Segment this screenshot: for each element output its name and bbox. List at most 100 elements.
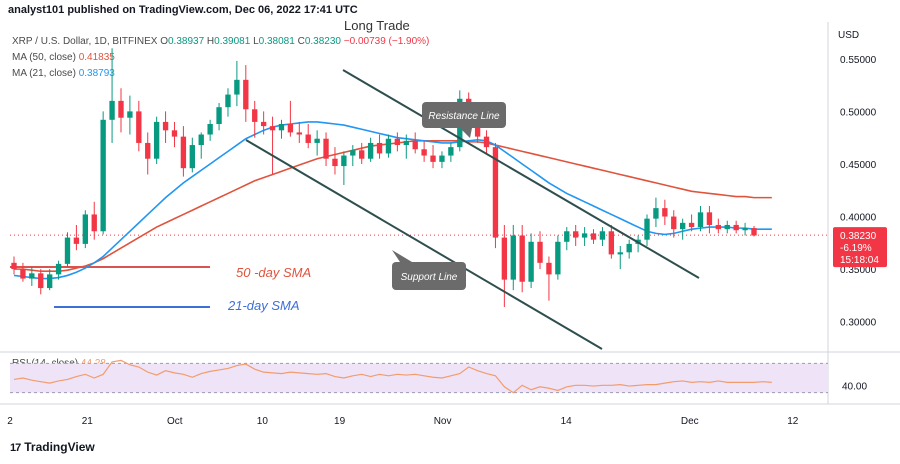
ma21-legend-value: 0.38793 — [78, 68, 115, 79]
candle-body — [697, 212, 704, 228]
candles — [11, 48, 757, 307]
candle-body — [350, 150, 356, 156]
candle-body — [751, 228, 757, 236]
candle-body — [359, 150, 365, 159]
candle-body — [323, 138, 329, 159]
price-tick-label: 0.45000 — [840, 160, 877, 171]
brand-label: TradingView — [24, 440, 95, 454]
ohlc-high: 0.39081 — [214, 36, 251, 47]
candle-body — [127, 111, 133, 118]
current-price-label: 0.38230 — [840, 231, 877, 242]
candle-body — [64, 237, 71, 264]
candle-body — [706, 212, 713, 225]
candle-body — [510, 235, 516, 280]
candle-body — [225, 94, 231, 108]
candle-body — [599, 231, 606, 240]
tv-logo-icon: 17 — [10, 442, 21, 454]
ohlc-o-prefix: O — [160, 36, 168, 47]
candle-body — [189, 145, 195, 169]
candle-body — [109, 100, 115, 120]
candle-body — [118, 100, 124, 118]
candle-body — [653, 208, 659, 219]
ma21-legend-label: MA (21, close) — [12, 68, 76, 79]
candle-body — [367, 142, 374, 159]
candle-body — [100, 119, 106, 232]
annotations: Resistance Line Support Line 50 -day SMA 21… — [227, 102, 506, 313]
candle-body — [287, 124, 294, 133]
candle-body — [555, 241, 561, 275]
support-callout-pointer — [392, 250, 412, 262]
candle-body — [573, 231, 579, 238]
time-tick-label: 21 — [82, 416, 94, 427]
time-tick-label: Nov — [434, 416, 452, 427]
candle-body — [153, 121, 160, 159]
sma-reference-lines — [10, 266, 210, 308]
candle-body — [439, 155, 445, 162]
ohlc-c-prefix: C — [297, 36, 305, 47]
candle-body — [136, 111, 142, 143]
candle-body — [430, 155, 436, 162]
time-tick-label: 10 — [257, 416, 269, 427]
candle-body — [412, 140, 418, 150]
candle-body — [55, 263, 62, 275]
ohlc-legend: XRP / U.S. Dollar, 1D, BITFINEX O0.38937… — [12, 36, 429, 47]
price-tick-label: 0.30000 — [840, 318, 877, 329]
candle-body — [171, 130, 178, 137]
candle-body — [671, 216, 677, 230]
candle-body — [662, 208, 668, 217]
candle-body — [38, 273, 44, 289]
candle-body — [537, 241, 543, 263]
ma21-legend[interactable]: MA (21, close) 0.38793 — [12, 68, 115, 79]
candle-body — [724, 224, 730, 230]
candle-body — [73, 237, 80, 244]
ohlc-l-prefix: L — [253, 36, 259, 47]
time-tick-label: 19 — [334, 416, 346, 427]
candle-body — [180, 136, 187, 169]
candle-body — [145, 142, 151, 159]
candle-body — [448, 147, 454, 156]
ma50-legend[interactable]: MA (50, close) 0.41835 — [12, 52, 115, 63]
sma50-annotation: 50 -day SMA — [236, 265, 311, 280]
ma50-legend-label: MA (50, close) — [12, 52, 76, 63]
price-tick-label: 0.35000 — [840, 265, 877, 276]
axes: 0.55000 0.50000 0.45000 0.40000 0.35000 0.300… — [7, 30, 887, 427]
current-change-label: -6.19% — [840, 243, 872, 254]
candle-body — [742, 228, 748, 231]
candle-body — [528, 241, 534, 282]
time-tick-label: 12 — [787, 416, 799, 427]
sma21-annotation: 21-day SMA — [227, 298, 300, 313]
resistance-trendline — [342, 69, 700, 279]
candle-body — [29, 273, 35, 279]
grid — [0, 22, 900, 405]
ohlc-change: −0.00739 (−1.90%) — [343, 36, 430, 47]
support-callout-box — [392, 262, 466, 290]
price-tick-label: 0.40000 — [840, 213, 877, 224]
ohlc-low: 0.38081 — [258, 36, 295, 47]
candle-body — [617, 252, 623, 255]
candle-body — [421, 149, 427, 156]
resistance-callout-label: Resistance Line — [428, 111, 500, 122]
candle-body — [483, 136, 490, 148]
candle-body — [492, 147, 499, 238]
candle-body — [252, 109, 258, 122]
candle-body — [581, 233, 588, 238]
price-tick-label: 0.55000 — [840, 55, 877, 66]
time-tick-label: 2 — [7, 416, 13, 427]
ohlc-h-prefix: H — [206, 36, 215, 47]
time-tick-label: Dec — [681, 416, 699, 427]
trendlines[interactable] — [245, 69, 700, 350]
candle-body — [733, 224, 739, 231]
candle-body — [207, 124, 213, 135]
candle-body — [519, 235, 525, 282]
candle-body — [644, 218, 650, 240]
countdown-label: 15:18:04 — [840, 255, 879, 266]
candle-body — [501, 237, 508, 280]
candle-body — [332, 158, 338, 167]
publisher-line: analyst101 published on TradingView.com,… — [8, 4, 358, 16]
candle-body — [46, 274, 53, 289]
tradingview-logo[interactable]: 17 TradingView — [10, 440, 95, 454]
price-tick-label: 0.50000 — [840, 107, 877, 118]
candle-body — [314, 138, 320, 143]
time-tick-label: Oct — [167, 416, 183, 427]
